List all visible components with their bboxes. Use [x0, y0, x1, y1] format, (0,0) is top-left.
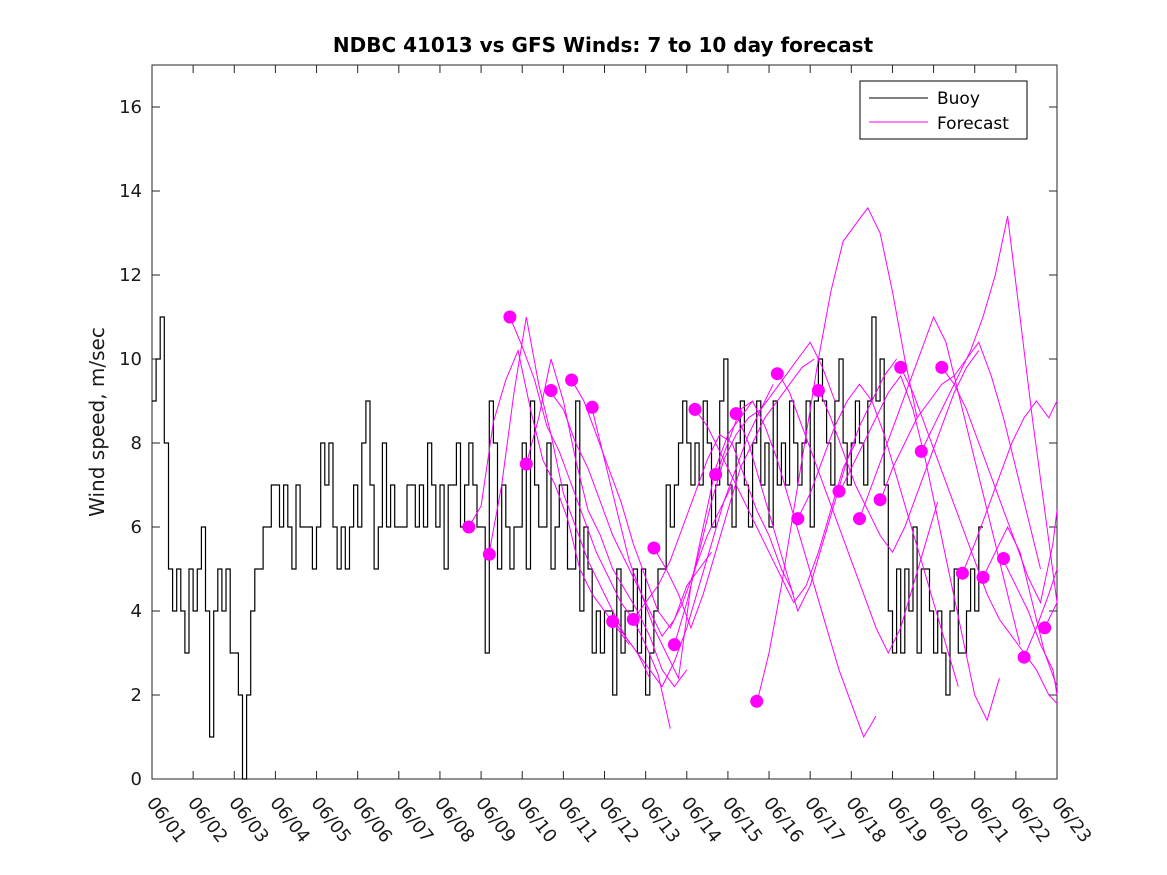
forecast-marker: [544, 384, 558, 397]
forecast-series-line: [673, 341, 836, 645]
y-tick-label: 6: [131, 517, 142, 538]
legend-forecast-label: Forecast: [937, 114, 1009, 134]
forecast-series-line: [632, 433, 795, 620]
forecast-marker: [503, 310, 517, 324]
forecast-marker: [667, 638, 681, 652]
y-tick-label: 0: [131, 769, 142, 790]
forecast-series-line: [961, 400, 1058, 574]
forecast-series-line: [694, 409, 856, 604]
forecast-marker: [519, 457, 533, 471]
forecast-marker: [873, 493, 887, 507]
forecast-marker: [894, 360, 908, 374]
forecast-series-line: [941, 367, 1058, 605]
forecast-series-line: [879, 341, 1041, 570]
forecast-marker: [585, 400, 599, 414]
forecast-series-line: [776, 371, 939, 655]
forecast-series-line: [525, 358, 688, 688]
forecast-series-line: [920, 216, 1058, 603]
forecast-marker: [935, 360, 949, 374]
forecast-marker: [729, 407, 743, 421]
forecast-marker: [811, 384, 825, 397]
forecast-marker: [770, 367, 784, 381]
forecast-marker: [832, 484, 846, 498]
forecast-marker: [1017, 650, 1031, 664]
legend: Buoy Forecast: [859, 80, 1028, 140]
forecast-series-line: [797, 383, 959, 687]
forecast-marker: [791, 512, 805, 526]
forecast-series-line: [488, 316, 651, 679]
forecast-marker: [914, 444, 928, 458]
plot-content: [152, 206, 1058, 780]
forecast-series-line: [468, 348, 630, 645]
forecast-series-line: [1023, 568, 1058, 658]
forecast-series-line: [509, 316, 671, 729]
forecast-marker: [976, 570, 990, 584]
forecast-series-line: [653, 358, 815, 630]
forecast-marker: [482, 547, 496, 561]
legend-buoy-label: Buoy: [937, 89, 980, 109]
forecast-marker: [565, 373, 579, 387]
forecast-marker: [750, 694, 764, 708]
y-axis: 0 2 4 6 8 10 12 14 16: [119, 97, 1057, 790]
plot-area: [151, 64, 1058, 780]
forecast-series-line: [817, 350, 980, 554]
forecast-marker: [997, 552, 1010, 565]
y-tick-label: 2: [131, 685, 142, 706]
forecast-series-line: [756, 206, 918, 704]
forecast-series-line: [735, 358, 898, 613]
y-tick-label: 16: [119, 97, 142, 118]
forecast-marker: [626, 612, 640, 626]
forecast-marker: [853, 512, 866, 526]
forecast-marker: [606, 615, 620, 628]
forecast-marker: [647, 541, 661, 555]
y-tick-label: 10: [119, 349, 142, 370]
y-tick-label: 8: [131, 433, 142, 454]
y-tick-label: 12: [119, 265, 142, 286]
legend-box: [859, 80, 1028, 140]
forecast-series-line: [838, 374, 1000, 722]
forecast-marker: [462, 520, 476, 534]
forecast-marker: [709, 468, 723, 481]
forecast-marker: [688, 402, 702, 416]
forecast-marker: [955, 566, 969, 580]
forecast-series-line: [612, 383, 774, 688]
y-axis-label: Wind speed, m/sec: [85, 327, 109, 517]
forecast-marker: [1038, 621, 1052, 635]
chart-title: NDBC 41013 vs GFS Winds: 7 to 10 day for…: [333, 33, 874, 57]
forecast-series-line: [1003, 560, 1058, 696]
forecast-series-line: [859, 315, 1021, 645]
y-tick-label: 4: [131, 601, 142, 622]
y-tick-label: 14: [119, 181, 142, 202]
forecast-series-line: [550, 392, 712, 638]
buoy-series-line: [152, 316, 983, 780]
